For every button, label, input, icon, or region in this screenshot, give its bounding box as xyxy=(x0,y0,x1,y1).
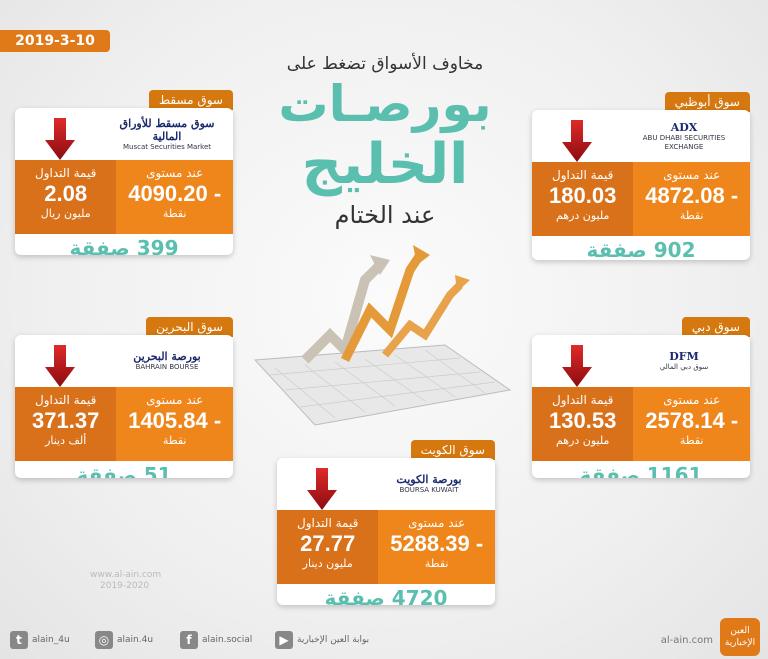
headline-intro: مخاوف الأسواق تضغط على xyxy=(286,54,484,74)
youtube-link[interactable]: ▶ بوابة العين الإخبارية xyxy=(275,631,369,649)
down-arrow-icon xyxy=(45,118,75,160)
market-card-muscat: سوق مسقط سوق مسقط للأوراق المالية Muscat … xyxy=(15,90,233,255)
deals-count: 399 صفقة xyxy=(69,236,179,255)
market-chart-illustration xyxy=(253,245,512,426)
site-url[interactable]: al-ain.com xyxy=(660,635,713,646)
market-name: سوق مسقط xyxy=(149,90,233,110)
watermark: www.al-ain.com 2019-2020 xyxy=(90,570,162,591)
market-logo: DFM سوق دبي المالي xyxy=(659,350,709,371)
market-logo: ADX ABU DHABI SECURITIES EXCHANGE xyxy=(642,120,726,151)
deals-count: 4720 صفقة xyxy=(324,586,448,605)
date-badge: 2019-3-10 xyxy=(0,30,110,52)
youtube-icon: ▶ xyxy=(275,631,293,649)
twitter-link[interactable]: t alain_4u xyxy=(10,631,70,649)
footer: t alain_4u ◎ alain.4u f alain.social ▶ بوابة… xyxy=(0,615,768,659)
market-name: سوق أبوظبي xyxy=(664,92,750,112)
trade-value: قيمة التداول 130.53 مليون درهم xyxy=(532,387,634,461)
headline-main-1: بورصـات xyxy=(278,75,492,133)
market-card-kuwait: سوق الكويت بورصة الكويت BOURSA KUWAIT عند… xyxy=(277,440,495,605)
index-level: عند مستوى 5288.39 - نقطة xyxy=(378,510,495,584)
instagram-icon: ◎ xyxy=(95,631,113,649)
index-level: عند مستوى 4090.20 - نقطة xyxy=(116,160,233,234)
instagram-link[interactable]: ◎ alain.4u xyxy=(95,631,153,649)
market-card-bahrain: سوق البحرين بورصة البحرين BAHRAIN BOURSE … xyxy=(15,317,233,478)
market-name: سوق البحرين xyxy=(146,317,233,337)
market-name: سوق دبي xyxy=(681,317,750,337)
facebook-icon: f xyxy=(180,631,198,649)
market-card-abu-dhabi: سوق أبوظبي ADX ABU DHABI SECURITIES EXCHA… xyxy=(532,92,750,260)
market-name: سوق الكويت xyxy=(410,440,495,460)
down-arrow-icon xyxy=(562,345,592,387)
index-level: عند مستوى 2578.14 - نقطة xyxy=(633,387,750,461)
trade-value: قيمة التداول 2.08 مليون ريال xyxy=(15,160,117,234)
index-level: عند مستوى 4872.08 - نقطة xyxy=(633,162,750,236)
trade-value: قيمة التداول 27.77 مليون دينار xyxy=(277,510,379,584)
trade-value: قيمة التداول 371.37 ألف دينار xyxy=(15,387,117,461)
deals-count: 51 صفقة xyxy=(76,463,172,478)
down-arrow-icon xyxy=(562,120,592,162)
headline-main-2: الخليج xyxy=(301,132,469,197)
index-level: عند مستوى 1405.84 - نقطة xyxy=(116,387,233,461)
market-logo: سوق مسقط للأوراق المالية Muscat Securitie… xyxy=(119,116,215,151)
deals-count: 1161 صفقة xyxy=(579,463,703,478)
market-logo: بورصة الكويت BOURSA KUWAIT xyxy=(396,473,462,494)
market-logo: بورصة البحرين BAHRAIN BOURSE xyxy=(133,350,201,371)
down-arrow-icon xyxy=(45,345,75,387)
trade-value: قيمة التداول 180.03 مليون درهم xyxy=(532,162,634,236)
twitter-icon: t xyxy=(10,631,28,649)
brand-logo: العين الإخبارية xyxy=(720,618,760,656)
headline-subtitle: عند الختام xyxy=(334,201,436,229)
deals-count: 902 صفقة xyxy=(586,238,696,260)
facebook-link[interactable]: f alain.social xyxy=(180,631,252,649)
market-card-dubai: سوق دبي DFM سوق دبي المالي عند مستوى 2578.… xyxy=(532,317,750,478)
down-arrow-icon xyxy=(307,468,337,510)
